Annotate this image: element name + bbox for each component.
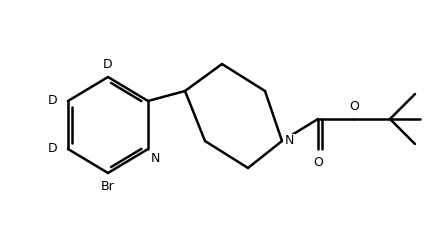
Text: D: D xyxy=(103,58,113,70)
Text: O: O xyxy=(349,99,359,113)
Text: O: O xyxy=(313,157,323,169)
Text: Br: Br xyxy=(101,180,115,192)
Text: N: N xyxy=(151,151,160,165)
Text: N: N xyxy=(284,135,293,148)
Text: D: D xyxy=(48,143,58,156)
Text: D: D xyxy=(48,94,58,107)
